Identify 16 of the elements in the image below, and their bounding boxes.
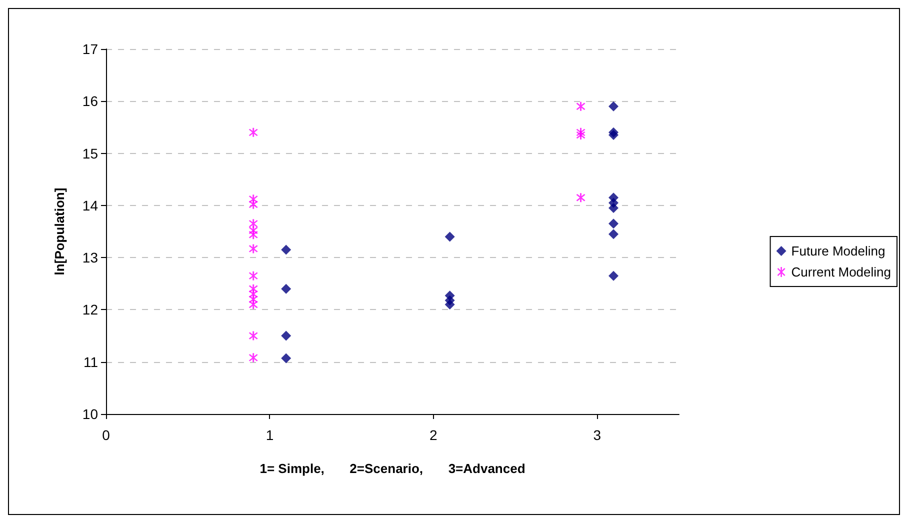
x-tick-label: 0 [102,427,110,443]
x-tick-label: 1 [266,427,274,443]
y-tick-label: 15 [82,145,98,162]
x-tick-label: 3 [593,427,602,443]
y-tick-label: 14 [82,197,98,214]
y-tick-label: 11 [83,354,98,370]
y-tick-label: 16 [82,93,98,110]
x-tick-label: 2 [430,427,438,443]
legend-label: Future Modeling [791,244,886,258]
y-tick-label: 13 [82,250,98,266]
x-axis-title: 1= Simple, 2=Scenario, 3=Advanced [260,461,526,476]
y-tick-label: 17 [82,41,98,57]
y-tick-label: 10 [82,406,98,422]
y-tick-label: 12 [82,302,98,318]
legend-label: Current Modeling [791,264,892,280]
y-axis-title: ln[Population] [52,188,67,276]
